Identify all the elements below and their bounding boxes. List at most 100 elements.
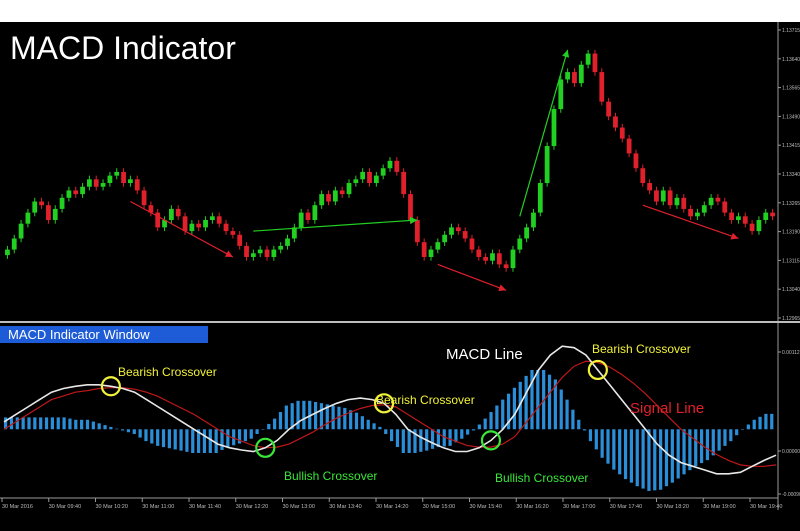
histogram-bar xyxy=(629,429,634,483)
histogram-bar xyxy=(612,429,616,470)
candle-body xyxy=(647,183,653,191)
candle-body xyxy=(619,127,625,139)
histogram-bar xyxy=(664,429,669,487)
histogram-bar xyxy=(618,429,622,475)
candle-body xyxy=(346,183,352,195)
histogram-bar xyxy=(752,419,756,430)
histogram-bar xyxy=(471,429,476,431)
candle-body xyxy=(736,216,741,220)
histogram-bar xyxy=(33,417,37,430)
bearish-crossover-circle xyxy=(100,376,121,397)
candle-body xyxy=(134,179,140,191)
histogram-bar xyxy=(191,429,195,453)
histogram-bar xyxy=(384,429,388,435)
histogram-bar xyxy=(758,416,762,430)
candle-body xyxy=(428,249,434,257)
candle-body xyxy=(46,205,51,220)
histogram-bar xyxy=(278,412,283,430)
candle-body xyxy=(572,72,577,84)
candle-body xyxy=(770,212,775,217)
time-tick-label: 30 Mar 19:40 xyxy=(750,504,782,510)
top-strip xyxy=(0,0,800,22)
candle-body xyxy=(715,197,721,202)
candle-body xyxy=(503,264,509,269)
candle-body xyxy=(551,109,557,147)
candle-body xyxy=(100,183,106,187)
histogram-bar xyxy=(62,417,66,430)
candle-body xyxy=(59,197,65,209)
candle-body xyxy=(585,53,591,65)
annotation-bullish-2: Bullish Crossover xyxy=(495,471,589,485)
histogram-bar xyxy=(255,429,259,435)
candle-body xyxy=(531,212,536,228)
histogram-bar xyxy=(723,429,727,446)
histogram-bar xyxy=(214,429,218,453)
histogram-bar xyxy=(390,429,394,442)
candle-body xyxy=(435,242,441,250)
time-tick-label: 30 Mar 11:40 xyxy=(189,504,221,510)
candle-body xyxy=(73,190,79,195)
histogram-bar xyxy=(103,425,107,430)
histogram-bar xyxy=(588,429,593,442)
histogram-bar xyxy=(325,404,329,430)
histogram-bar xyxy=(91,421,95,430)
histogram-bar xyxy=(156,429,160,446)
histogram-bar xyxy=(173,429,177,450)
histogram-bar xyxy=(553,379,557,430)
histogram-bar xyxy=(44,417,49,430)
price-tick-label: 1.13340 xyxy=(782,172,800,178)
bullish-crossover-circle xyxy=(255,437,276,458)
downtrend-arrow xyxy=(130,200,234,258)
histogram-bar xyxy=(284,405,288,430)
candle-body xyxy=(483,256,489,261)
histogram-bar xyxy=(442,429,446,447)
histogram-bar xyxy=(577,419,581,430)
price-tick-label: 1.13640 xyxy=(782,57,800,63)
histogram-bar xyxy=(179,429,183,451)
candle-body xyxy=(462,231,468,239)
candle-body xyxy=(524,227,530,239)
histogram-bar xyxy=(226,429,230,448)
candle-body xyxy=(291,227,297,239)
candle-body xyxy=(469,238,475,250)
candle-body xyxy=(537,183,543,213)
time-tick-label: 30 Mar 11:00 xyxy=(142,504,174,510)
time-tick-label: 30 Mar 13:00 xyxy=(283,504,315,510)
candle-body xyxy=(93,179,99,187)
histogram-bar xyxy=(530,369,534,430)
histogram-bar xyxy=(676,429,680,479)
candle-body xyxy=(107,175,113,184)
histogram-bar xyxy=(267,423,271,430)
histogram-bar xyxy=(688,429,692,471)
candle-body xyxy=(175,208,181,217)
time-tick-label: 30 Mar 18:20 xyxy=(657,504,689,510)
candle-body xyxy=(729,212,734,220)
histogram-bar xyxy=(770,413,774,430)
histogram-bar xyxy=(302,400,306,430)
histogram-bar xyxy=(401,429,405,453)
candle-body xyxy=(490,253,495,261)
histogram-bar xyxy=(524,375,528,430)
histogram-bar xyxy=(506,393,511,430)
histogram-bar xyxy=(126,429,131,433)
candle-body xyxy=(708,197,714,206)
histogram-bar xyxy=(4,417,8,430)
macd-tick-label: 0.00112 xyxy=(782,350,800,356)
histogram-bar xyxy=(80,419,84,430)
uptrend-arrow xyxy=(519,49,570,217)
histogram-bar xyxy=(565,399,569,430)
candle-body xyxy=(674,197,680,206)
histogram-bar xyxy=(354,412,359,430)
candle-body xyxy=(237,234,243,246)
candle-body xyxy=(332,190,338,202)
candle-body xyxy=(387,160,393,169)
histogram-bar xyxy=(97,423,101,430)
candle-body xyxy=(39,201,44,206)
histogram-bar xyxy=(395,429,400,448)
candle-body xyxy=(278,245,284,250)
candle-body xyxy=(394,160,400,172)
histogram-bar xyxy=(594,429,598,450)
signal-line-label: Signal Line xyxy=(630,400,705,417)
histogram-bar xyxy=(331,405,335,430)
